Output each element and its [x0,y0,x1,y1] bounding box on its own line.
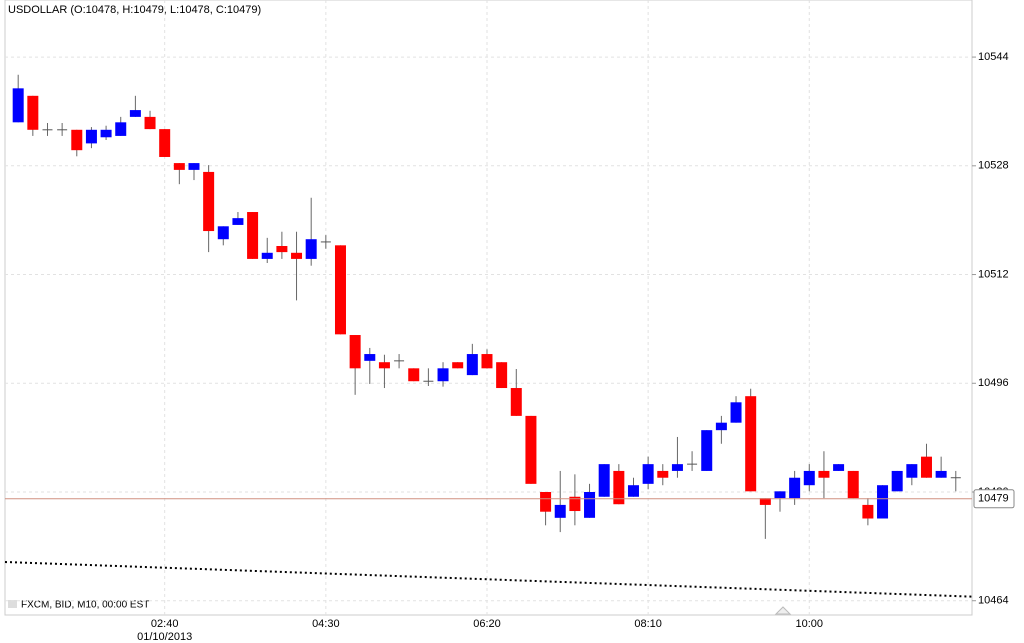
x-tick-label: 06:20 [473,618,501,630]
candle-body [847,470,859,499]
candle-body [759,498,771,505]
x-tick-label: 04:30 [312,618,340,630]
plot-frame [4,0,973,616]
chart-title: USDOLLAR (O:10478, H:10479, L:10478, C:1… [8,4,261,16]
candle-body [803,470,815,486]
candle-body [540,492,552,512]
x-tick-label: 08:10 [634,618,662,630]
candle-body [466,354,478,376]
candle-body [715,422,727,431]
candle-body [613,470,625,505]
candle-body [437,368,449,382]
candle-body [144,116,156,130]
candle-body [642,464,654,484]
candle-body [920,456,932,478]
candle-body [701,430,713,471]
candle-body [906,464,918,478]
candle-body [862,504,874,519]
candle-body [173,163,185,170]
y-tick-label: 10464 [978,595,1009,607]
candle-body [554,504,566,518]
candle-body [232,218,244,225]
candle-body [203,171,215,232]
candle-body [276,246,288,253]
candle-body [584,492,596,518]
candle-body [510,388,522,416]
candle-body [378,362,390,369]
candle-body [833,464,845,471]
candle-body [247,212,259,259]
candle-body [349,335,361,369]
candle-body [217,226,229,240]
candle-body [452,362,464,369]
candle-body [188,163,200,170]
y-tick-label: 10512 [978,268,1009,280]
last-price-box [973,489,1015,509]
candle-body [789,477,801,499]
candle-body [877,485,889,519]
candle-body [818,470,830,478]
candle-body [334,245,346,335]
candle-body [627,485,639,497]
candle-body [115,122,127,136]
candle-body [496,362,508,389]
candle-body [305,239,317,259]
candle-body [569,496,581,512]
footer: FXCM, BID, M10, 00:00 EST [21,600,149,611]
candle-body [100,129,112,138]
candle-body [481,354,493,369]
date-label: 01/10/2013 [137,631,192,643]
trend-line [4,560,973,598]
y-tick-label: 10544 [978,51,1009,63]
candle-body [291,252,303,259]
candle-body [935,470,947,478]
y-tick-label: 10496 [978,377,1009,389]
candle-body [525,415,537,484]
candle-body [71,129,83,151]
candle-body [408,368,420,382]
x-tick-label: 10:00 [796,618,824,630]
candle-body [129,110,141,117]
logo-icon [8,600,17,608]
last-price-label: 10479 [978,493,1009,505]
candle-body [774,491,786,499]
candle-body [745,396,757,492]
candle-body [598,464,610,497]
x-tick-label: 02:40 [151,618,179,630]
y-tick-label: 10528 [978,160,1009,172]
candle-body [364,354,376,361]
candle-body [671,464,683,471]
candle-body [159,129,171,157]
candle-body [27,95,39,130]
candle-body [12,88,24,123]
candle-body [657,470,669,478]
marker-triangle [774,606,792,615]
candle-body [730,402,742,423]
candle-body [85,129,97,144]
candle-body [261,252,273,259]
candle-body [891,470,903,492]
